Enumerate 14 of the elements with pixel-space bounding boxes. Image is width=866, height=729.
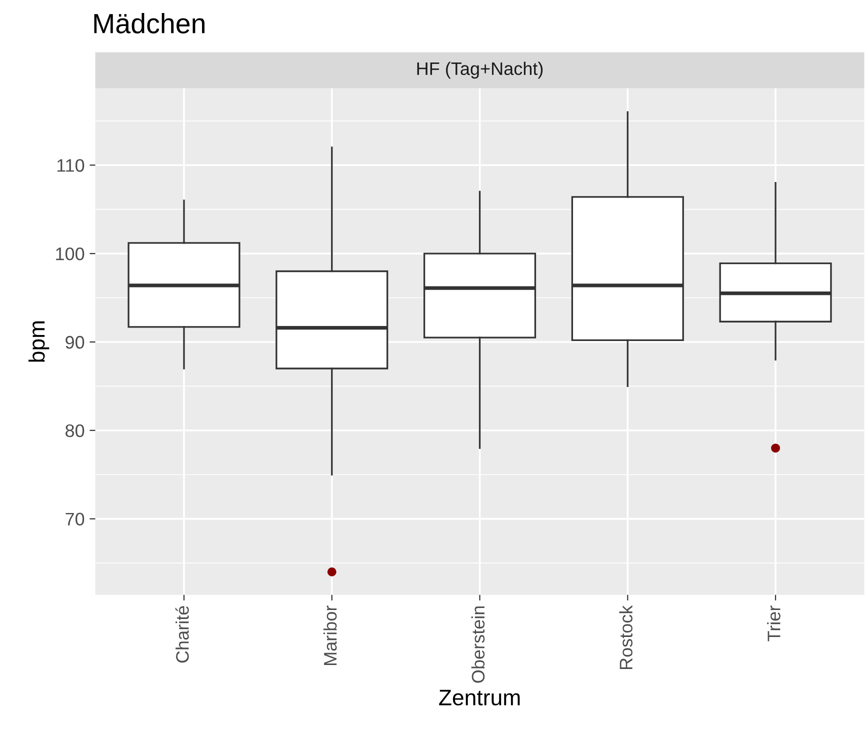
y-tick-label: 90: [66, 336, 84, 349]
x-tick-label: Rostock: [619, 605, 632, 670]
x-axis-title: Zentrum: [439, 690, 520, 706]
y-tick-label: 110: [57, 159, 84, 172]
x-tick-label: Maribor: [323, 606, 337, 665]
chart-subtitle: HF (Tag+Nacht): [417, 62, 543, 79]
y-tick-label: 70: [66, 512, 84, 526]
y-axis-title: bpm: [28, 321, 50, 362]
x-tick-label: Trier: [767, 606, 780, 642]
y-tick-label: 100: [56, 247, 84, 260]
chart-title: Mädchen: [94, 13, 204, 34]
y-tick-label: 80: [66, 424, 84, 438]
x-tick-label: Oberstein: [471, 606, 485, 683]
x-tick-label: Charité: [175, 606, 189, 663]
